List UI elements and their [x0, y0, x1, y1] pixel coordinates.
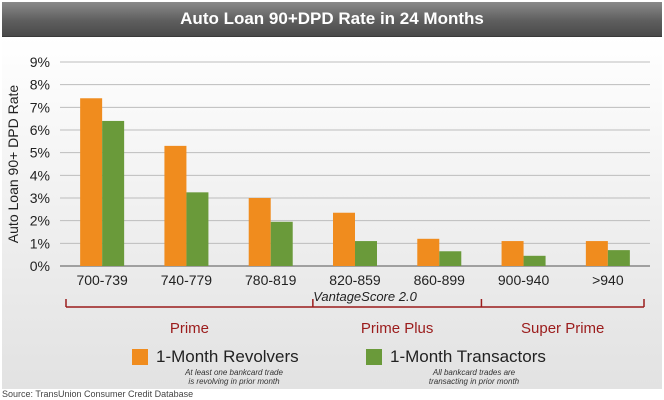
legend-swatch-revolvers	[132, 349, 148, 365]
y-tick-label: 0%	[30, 258, 50, 274]
x-tick-label: 900-940	[498, 272, 550, 288]
group-label: Super Prime	[521, 320, 604, 337]
y-tick-label: 6%	[30, 122, 50, 138]
group-label: Prime Plus	[361, 320, 434, 337]
legend-item-revolvers: 1-Month Revolvers	[132, 347, 299, 367]
y-tick-label: 3%	[30, 190, 50, 206]
x-tick-label: 820-859	[329, 272, 381, 288]
x-tick-label: >940	[592, 272, 624, 288]
legend-label-transactors: 1-Month Transactors	[390, 347, 546, 366]
legend-note-transactors: All bankcard trades are transacting in p…	[394, 368, 554, 386]
bar-transactors	[270, 221, 293, 266]
group-label: Prime	[170, 320, 209, 337]
legend-swatch-transactors	[366, 349, 382, 365]
bar-revolvers	[164, 145, 187, 266]
bar-transactors	[439, 251, 462, 266]
y-tick-label: 7%	[30, 99, 50, 115]
x-tick-label: 740-779	[161, 272, 213, 288]
bar-revolvers	[80, 98, 103, 266]
bar-revolvers	[501, 241, 524, 266]
bar-transactors	[607, 250, 630, 266]
y-tick-label: 5%	[30, 145, 50, 161]
y-tick-label: 8%	[30, 77, 50, 93]
bar-revolvers	[585, 241, 608, 266]
bar-revolvers	[333, 212, 355, 266]
legend-note-transactors-line1: All bankcard trades are	[432, 368, 516, 377]
legend-note-transactors-line2: transacting in prior month	[428, 377, 520, 386]
legend-label-revolvers: 1-Month Revolvers	[156, 347, 299, 366]
legend-item-transactors: 1-Month Transactors	[366, 347, 546, 367]
y-tick-label: 1%	[30, 235, 50, 251]
bar-revolvers	[417, 238, 440, 266]
chart-title: Auto Loan 90+DPD Rate in 24 Months	[2, 2, 662, 37]
bar-chart: 0% 1% 2% 3% 4% 5% 6% 7% 8% 9% Auto Loan 90+ DPD Ra…	[5, 54, 650, 337]
legend-note-revolvers-line2: is revolving in prior month	[188, 377, 280, 386]
x-tick-label: 780-819	[245, 272, 297, 288]
y-tick-label: 9%	[30, 54, 50, 70]
bar-revolvers	[248, 198, 271, 266]
y-axis-label: Auto Loan 90+ DPD Rate	[5, 85, 21, 244]
bar-transactors	[186, 192, 209, 266]
legend-note-revolvers-line1: At least one bankcard trade	[185, 368, 283, 377]
x-tick-label: 700-739	[76, 272, 128, 288]
y-tick-label: 2%	[30, 213, 50, 229]
bar-transactors	[102, 120, 125, 266]
legend-note-revolvers: At least one bankcard trade is revolving…	[154, 368, 314, 386]
bar-transactors	[523, 255, 546, 266]
chart-panel: 0% 1% 2% 3% 4% 5% 6% 7% 8% 9% Auto Loan 90+ DPD Ra…	[2, 37, 662, 389]
x-axis-label: VantageScore 2.0	[313, 289, 417, 304]
y-tick-label: 4%	[30, 167, 50, 183]
x-tick-label: 860-899	[414, 272, 466, 288]
bar-transactors	[355, 241, 377, 266]
source-note: Source: TransUnion Consumer Credit Datab…	[2, 389, 194, 399]
